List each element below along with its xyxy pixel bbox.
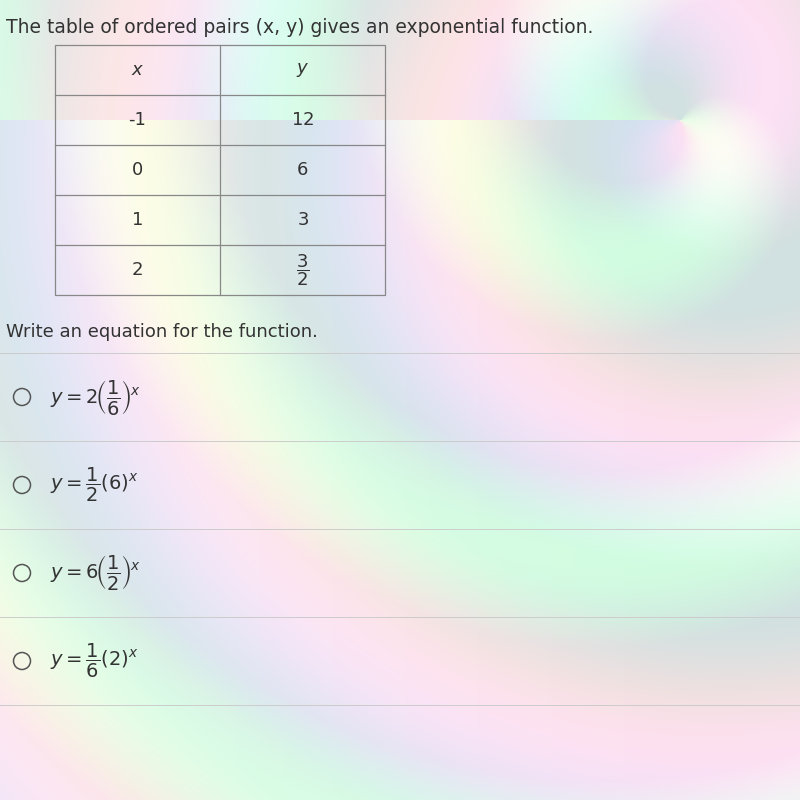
Text: $y=\dfrac{1}{6}(2)^x$: $y=\dfrac{1}{6}(2)^x$ bbox=[50, 642, 138, 680]
Text: $\dfrac{3}{2}$: $\dfrac{3}{2}$ bbox=[296, 252, 310, 288]
Text: $12$: $12$ bbox=[291, 111, 314, 129]
Text: -1: -1 bbox=[129, 111, 146, 129]
Text: 1: 1 bbox=[132, 211, 143, 229]
Text: $y=\dfrac{1}{2}(6)^x$: $y=\dfrac{1}{2}(6)^x$ bbox=[50, 466, 138, 504]
Text: $y$: $y$ bbox=[296, 61, 309, 79]
Text: $3$: $3$ bbox=[297, 211, 309, 229]
Text: $y=6\!\left(\dfrac{1}{2}\right)^{\!x}$: $y=6\!\left(\dfrac{1}{2}\right)^{\!x}$ bbox=[50, 554, 140, 593]
Text: $6$: $6$ bbox=[296, 161, 309, 179]
Text: $x$: $x$ bbox=[131, 61, 144, 79]
Bar bbox=[55, 45, 385, 295]
Text: 2: 2 bbox=[132, 261, 143, 279]
Text: $y=2\!\left(\dfrac{1}{6}\right)^{\!x}$: $y=2\!\left(\dfrac{1}{6}\right)^{\!x}$ bbox=[50, 378, 140, 417]
Text: 0: 0 bbox=[132, 161, 143, 179]
Text: The table of ordered pairs (x, y) gives an exponential function.: The table of ordered pairs (x, y) gives … bbox=[6, 18, 594, 37]
Text: Write an equation for the function.: Write an equation for the function. bbox=[6, 323, 318, 341]
